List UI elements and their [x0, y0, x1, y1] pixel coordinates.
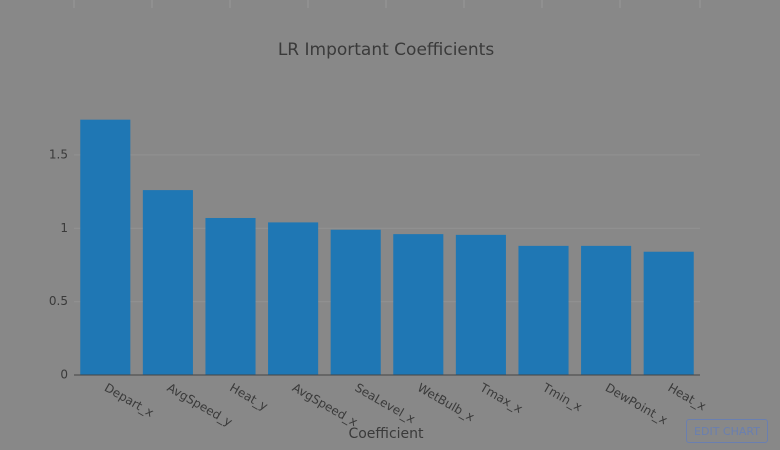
toolbar: [73, 0, 701, 8]
x-tick-label: Tmin_x: [539, 380, 584, 414]
y-tick-label: 0.5: [49, 294, 68, 308]
bar: [205, 217, 256, 375]
bar: [268, 222, 319, 375]
x-tick-label: Heat_x: [665, 381, 708, 414]
edit-chart-button[interactable]: EDIT CHART: [686, 419, 768, 443]
bar: [142, 190, 193, 375]
x-tick-label: WetBulb_x: [415, 381, 477, 425]
bar: [643, 251, 694, 375]
x-tick-label: SeaLevel_x: [352, 381, 417, 427]
y-tick-label: 1.5: [49, 147, 68, 161]
bar: [581, 245, 632, 375]
bar: [330, 229, 381, 375]
x-tick-label: AvgSpeed_x: [290, 381, 360, 430]
bar: [518, 245, 569, 375]
x-tick-label: Heat_y: [227, 381, 270, 414]
chart-title: LR Important Coefficients: [278, 40, 495, 60]
x-tick-label: AvgSpeed_y: [165, 381, 235, 430]
x-axis-title: Coefficient: [348, 426, 424, 442]
x-tick-label: Tmax_x: [477, 380, 525, 416]
x-tick-label: Depart_x: [102, 381, 156, 420]
bar: [80, 119, 131, 375]
bar: [455, 234, 506, 375]
y-tick-label: 1: [60, 221, 68, 235]
y-tick-label: 0: [60, 368, 68, 382]
bar: [393, 234, 444, 375]
x-tick-label: DewPoint_x: [603, 381, 670, 428]
